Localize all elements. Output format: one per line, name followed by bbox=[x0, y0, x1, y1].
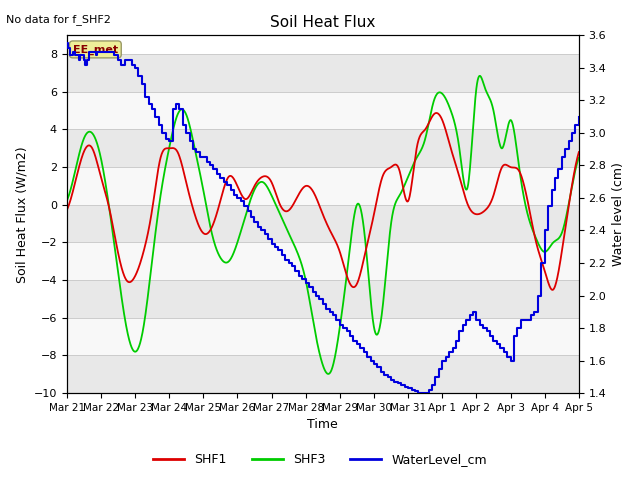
Legend: SHF1, SHF3, WaterLevel_cm: SHF1, SHF3, WaterLevel_cm bbox=[148, 448, 492, 471]
Bar bbox=[67, 356, 579, 393]
Bar bbox=[67, 205, 579, 242]
Y-axis label: Water level (cm): Water level (cm) bbox=[612, 162, 625, 266]
Bar bbox=[67, 280, 579, 318]
Bar bbox=[67, 54, 579, 92]
X-axis label: Time: Time bbox=[307, 419, 338, 432]
Text: No data for f_SHF2: No data for f_SHF2 bbox=[6, 14, 111, 25]
Text: EE_met: EE_met bbox=[73, 44, 118, 55]
Bar bbox=[67, 130, 579, 167]
Bar bbox=[67, 242, 579, 280]
Bar bbox=[67, 318, 579, 356]
Title: Soil Heat Flux: Soil Heat Flux bbox=[270, 15, 376, 30]
Bar bbox=[67, 167, 579, 205]
Bar bbox=[67, 92, 579, 130]
Y-axis label: Soil Heat Flux (W/m2): Soil Heat Flux (W/m2) bbox=[15, 146, 28, 283]
